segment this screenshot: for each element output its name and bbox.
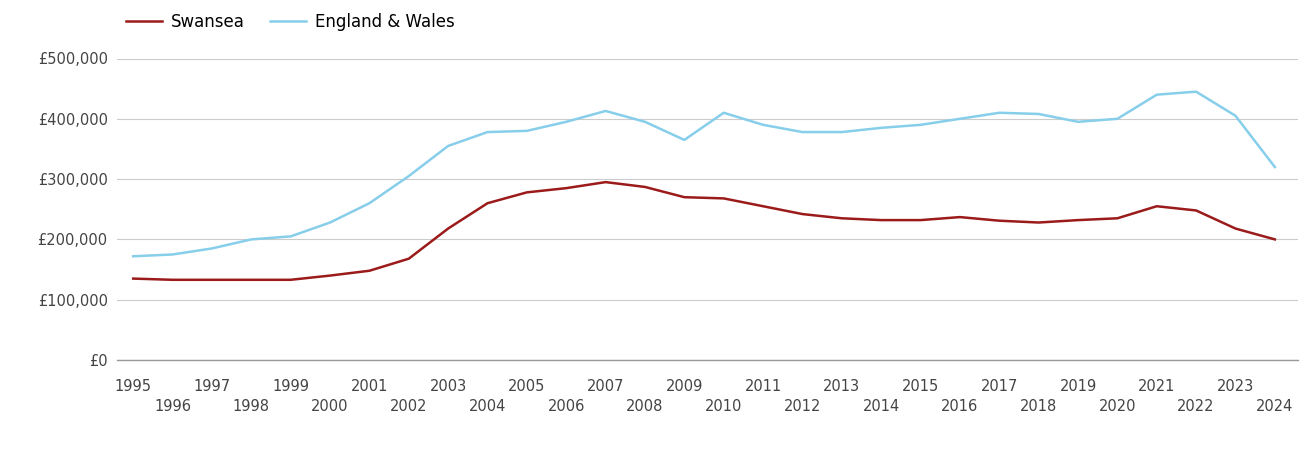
Swansea: [834, 216, 850, 221]
England & Wales: [1267, 164, 1283, 170]
Swansea: [401, 256, 416, 261]
England & Wales: [637, 119, 652, 125]
England & Wales: [598, 108, 613, 114]
Text: 2008: 2008: [626, 399, 664, 414]
England & Wales: [756, 122, 771, 127]
Swansea: [992, 218, 1007, 223]
Swansea: [519, 189, 535, 195]
Text: 2021: 2021: [1138, 379, 1176, 395]
Swansea: [164, 277, 180, 283]
Swansea: [637, 184, 652, 189]
England & Wales: [795, 129, 810, 135]
Swansea: [559, 185, 574, 191]
Text: 2012: 2012: [784, 399, 821, 414]
Swansea: [953, 214, 968, 220]
England & Wales: [480, 129, 496, 135]
Text: 2013: 2013: [823, 379, 860, 395]
Legend: Swansea, England & Wales: Swansea, England & Wales: [125, 13, 454, 31]
England & Wales: [322, 220, 338, 225]
Line: Swansea: Swansea: [133, 182, 1275, 280]
Text: 2006: 2006: [548, 399, 585, 414]
Swansea: [361, 268, 377, 274]
Text: 2020: 2020: [1099, 399, 1137, 414]
Swansea: [598, 180, 613, 185]
England & Wales: [559, 119, 574, 125]
Swansea: [1109, 216, 1125, 221]
England & Wales: [164, 252, 180, 257]
England & Wales: [440, 143, 455, 148]
Swansea: [1070, 217, 1086, 223]
Text: 2011: 2011: [744, 379, 782, 395]
England & Wales: [283, 234, 299, 239]
England & Wales: [1228, 113, 1244, 118]
Text: 2004: 2004: [468, 399, 506, 414]
Text: 1999: 1999: [273, 379, 309, 395]
England & Wales: [1189, 89, 1205, 94]
Text: 2003: 2003: [429, 379, 467, 395]
Text: 2010: 2010: [705, 399, 743, 414]
Swansea: [1228, 226, 1244, 231]
Swansea: [440, 226, 455, 231]
England & Wales: [912, 122, 928, 127]
Swansea: [244, 277, 260, 283]
Text: 2007: 2007: [587, 379, 624, 395]
Swansea: [795, 212, 810, 217]
England & Wales: [204, 246, 219, 251]
Text: 2001: 2001: [351, 379, 388, 395]
England & Wales: [519, 128, 535, 134]
England & Wales: [1148, 92, 1164, 97]
Text: 2022: 2022: [1177, 399, 1215, 414]
Swansea: [716, 196, 732, 201]
England & Wales: [361, 201, 377, 206]
Text: 2024: 2024: [1257, 399, 1293, 414]
Swansea: [873, 217, 889, 223]
England & Wales: [873, 125, 889, 130]
Text: 2005: 2005: [508, 379, 545, 395]
Swansea: [1189, 208, 1205, 213]
Swansea: [676, 194, 692, 200]
Swansea: [1267, 237, 1283, 242]
Swansea: [480, 201, 496, 206]
Swansea: [322, 273, 338, 278]
Text: 1995: 1995: [115, 379, 151, 395]
England & Wales: [1031, 111, 1047, 117]
Text: 2018: 2018: [1021, 399, 1057, 414]
Swansea: [756, 203, 771, 209]
Swansea: [1031, 220, 1047, 225]
England & Wales: [401, 173, 416, 179]
England & Wales: [716, 110, 732, 116]
Text: 1997: 1997: [193, 379, 231, 395]
Text: 1996: 1996: [154, 399, 191, 414]
Swansea: [1148, 203, 1164, 209]
England & Wales: [1070, 119, 1086, 125]
Text: 2016: 2016: [941, 399, 979, 414]
Swansea: [204, 277, 219, 283]
Text: 2023: 2023: [1216, 379, 1254, 395]
England & Wales: [1109, 116, 1125, 122]
Swansea: [283, 277, 299, 283]
Text: 2017: 2017: [980, 379, 1018, 395]
Swansea: [912, 217, 928, 223]
England & Wales: [953, 116, 968, 122]
Line: England & Wales: England & Wales: [133, 92, 1275, 256]
Text: 2009: 2009: [666, 379, 703, 395]
Text: 2019: 2019: [1060, 379, 1096, 395]
England & Wales: [834, 129, 850, 135]
England & Wales: [992, 110, 1007, 116]
England & Wales: [676, 137, 692, 143]
Text: 2002: 2002: [390, 399, 428, 414]
Text: 2015: 2015: [902, 379, 940, 395]
Text: 2014: 2014: [863, 399, 900, 414]
England & Wales: [125, 254, 141, 259]
England & Wales: [244, 237, 260, 242]
Text: 2000: 2000: [312, 399, 348, 414]
Swansea: [125, 276, 141, 281]
Text: 1998: 1998: [232, 399, 270, 414]
